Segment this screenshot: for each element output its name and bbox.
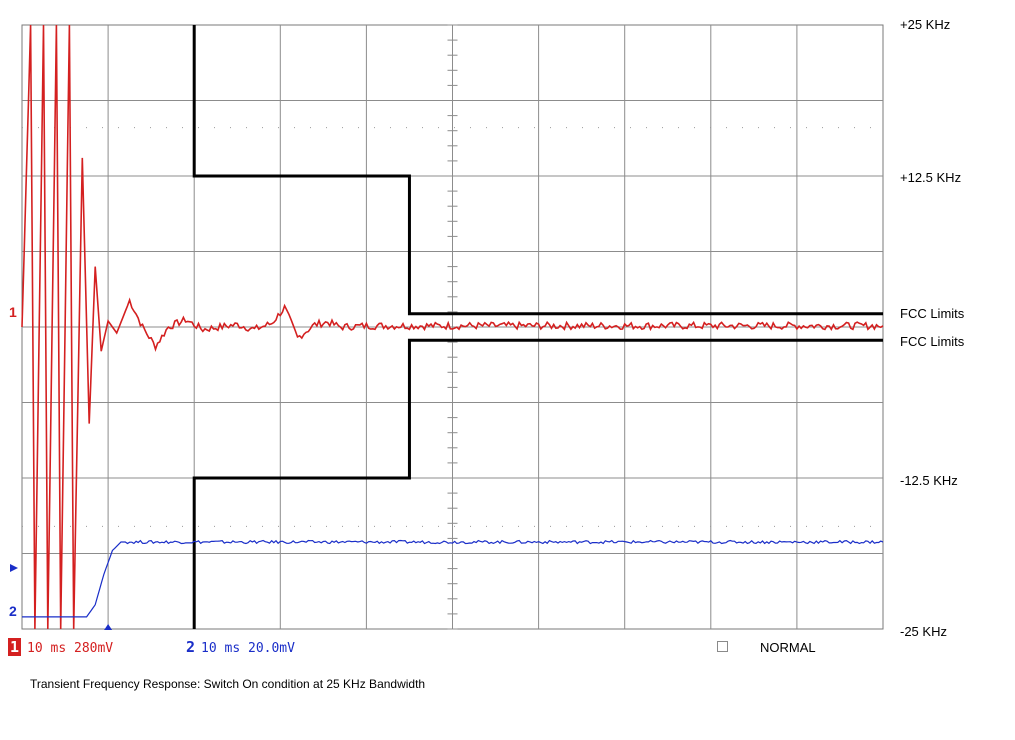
right-label-fcc-lower: FCC Limits <box>900 334 965 349</box>
fcc-limit-lower <box>192 338 883 629</box>
fcc-limit-mask <box>192 25 883 629</box>
trace-channel-2 <box>22 539 884 618</box>
trace-channel-1 <box>21 24 884 630</box>
traces <box>21 24 884 630</box>
right-label-fcc-upper: FCC Limits <box>900 306 965 321</box>
channel-2-readout: 2 10 ms 20.0mV <box>186 638 295 656</box>
right-label-minus25: -25 KHz <box>900 624 947 639</box>
trigger-marker-icon <box>104 624 113 630</box>
channel-2-badge: 2 <box>186 638 196 656</box>
right-label-plus12-5: +12.5 KHz <box>900 170 962 185</box>
fcc-limit-upper <box>192 25 883 316</box>
channel-1-badge: 1 <box>8 638 22 656</box>
figure-caption: Transient Frequency Response: Switch On … <box>30 677 426 691</box>
channel-1-marker: 1 <box>9 304 17 320</box>
channel-2-marker: 2 <box>9 603 17 619</box>
right-label-plus25: +25 KHz <box>900 17 951 32</box>
trigger-mode: NORMAL <box>760 640 816 655</box>
markers <box>10 564 113 630</box>
right-label-minus12-5: -12.5 KHz <box>900 473 958 488</box>
checkbox-icon[interactable] <box>717 641 728 652</box>
channel-2-settings: 10 ms 20.0mV <box>201 641 295 656</box>
channel-1-readout: 1 10 ms 280mV <box>8 638 113 656</box>
channel-1-settings: 10 ms 280mV <box>27 641 114 656</box>
center-axis-ticks <box>22 24 883 630</box>
channel-2-offset-arrow-icon <box>10 564 18 572</box>
